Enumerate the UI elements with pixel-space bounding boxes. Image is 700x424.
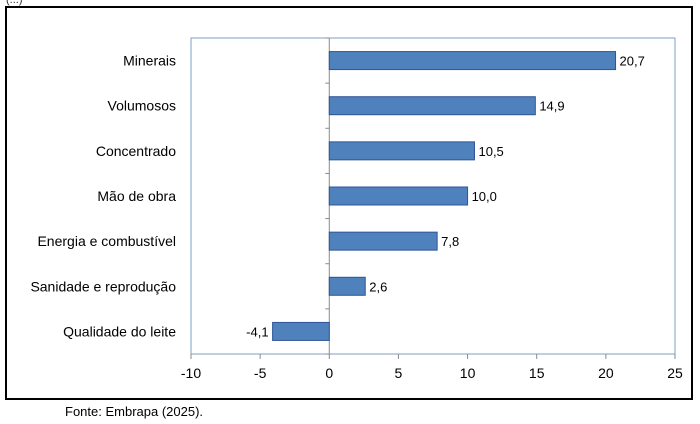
- x-tick-label: 0: [325, 365, 333, 381]
- data-label: 2,6: [369, 279, 387, 294]
- x-tick-label: 20: [598, 365, 614, 381]
- data-label: 10,0: [472, 189, 497, 204]
- bar: [328, 186, 469, 206]
- data-label: 7,8: [441, 234, 459, 249]
- bar-chart: -10 -5 0 5 10 15 20 25 Minerais 20,7 Volumosos 14,9…: [30, 37, 683, 381]
- bar: [272, 321, 330, 341]
- bar: [328, 141, 475, 161]
- cropped-caption-fragment: (...): [6, 0, 23, 6]
- plot-area: [190, 37, 676, 355]
- data-label: 14,9: [539, 99, 564, 114]
- bar: [328, 276, 366, 296]
- data-label: 10,5: [478, 144, 503, 159]
- source-caption: Fonte: Embrapa (2025).: [65, 404, 204, 419]
- category-label: Volumosos: [108, 98, 176, 114]
- bar: [328, 51, 617, 71]
- x-tick-label: -10: [181, 365, 201, 381]
- x-tick-label: 25: [667, 365, 683, 381]
- x-tick-label: 5: [395, 365, 403, 381]
- data-label: 20,7: [620, 54, 645, 69]
- category-label: Mão de obra: [97, 188, 176, 204]
- category-label: Sanidade e reprodução: [30, 278, 176, 294]
- category-label: Energia e combustível: [37, 233, 176, 249]
- category-label: Qualidade do leite: [63, 323, 176, 339]
- bar: [328, 96, 536, 116]
- category-label: Concentrado: [96, 143, 176, 159]
- bar: [328, 231, 438, 251]
- x-tick-label: -5: [254, 365, 267, 381]
- x-tick-label: 15: [529, 365, 545, 381]
- x-tick-label: 10: [460, 365, 476, 381]
- data-label: -4,1: [246, 324, 268, 339]
- category-label: Minerais: [123, 53, 176, 69]
